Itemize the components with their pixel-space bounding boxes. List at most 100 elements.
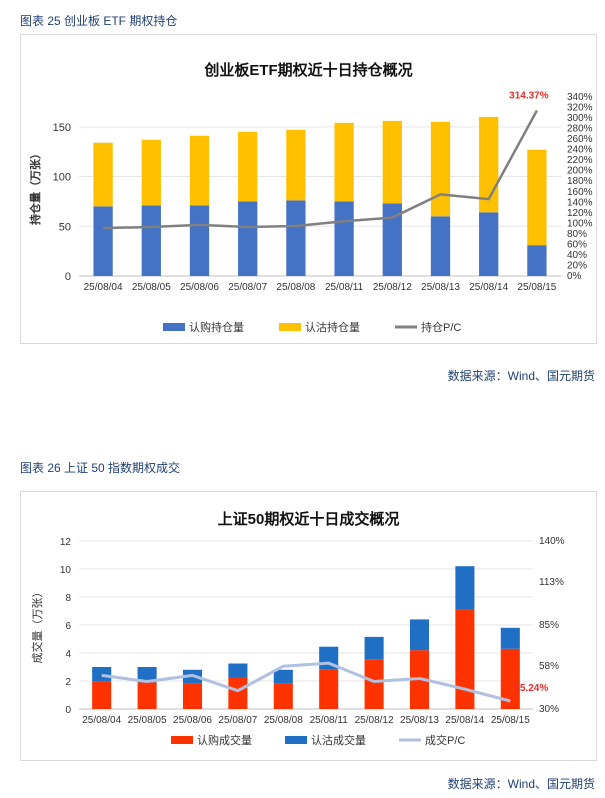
bar-call	[334, 201, 354, 276]
x-tick-label: 25/08/08	[276, 282, 315, 293]
chart-panel-2: 上证50期权近十日成交概况 0 2 4 6 8 10 12 30% 58% 85% 113% 140%…	[20, 491, 597, 761]
y2-tick-label: 85%	[539, 620, 559, 631]
y2-tick-label: 120%	[567, 208, 593, 219]
bar-put	[228, 663, 248, 678]
chart-2-svg: 0 2 4 6 8 10 12 30% 58% 85% 113% 140% 25/08/04 25/08/…	[30, 536, 565, 747]
figure-caption-25: 图表 25 创业板 ETF 期权持仓	[20, 14, 178, 28]
bar-call	[137, 682, 157, 709]
bar-call	[527, 245, 547, 276]
y-axis-label: 持仓量（万张）	[28, 148, 42, 225]
y2-tick-label: 200%	[567, 166, 593, 177]
legend-swatch-call	[171, 736, 193, 744]
bar-call	[455, 609, 475, 709]
y2-tick-label: 20%	[567, 260, 587, 271]
legend-swatch-put	[279, 323, 301, 331]
legend-swatch-put	[285, 736, 307, 744]
y2-tick-label: 260%	[567, 134, 593, 145]
x-tick-label: 25/08/12	[373, 282, 412, 293]
y2-tick-label: 58%	[539, 661, 559, 672]
chart-title-2: 上证50期权近十日成交概况	[217, 511, 400, 528]
x-tick-label: 25/08/08	[264, 715, 303, 726]
y-tick-label: 0	[65, 705, 71, 716]
bar-put	[238, 131, 258, 202]
bar-put	[527, 149, 547, 246]
y2-tick-label: 300%	[567, 113, 593, 124]
bar-put	[93, 142, 113, 207]
y-tick-label: 150	[53, 122, 71, 134]
x-tick-label: 25/08/14	[445, 715, 484, 726]
y-tick-label: 8	[65, 593, 71, 604]
y-tick-label: 12	[60, 537, 72, 548]
bar-call	[364, 659, 384, 709]
x-tick-label: 25/08/05	[132, 282, 171, 293]
bar-call	[500, 648, 520, 709]
y2-tick-label: 280%	[567, 124, 593, 135]
y2-tick-label: 220%	[567, 155, 593, 166]
y-tick-label: 6	[65, 621, 71, 632]
y2-tick-label: 240%	[567, 145, 593, 156]
x-tick-label: 25/08/07	[218, 715, 257, 726]
x-tick-label: 25/08/06	[173, 715, 212, 726]
y2-tick-label: 30%	[539, 704, 559, 715]
legend-label: 认沽持仓量	[305, 320, 360, 334]
bar-call	[93, 206, 113, 276]
chart-1-svg: 0 50 100 150 0%20%40%60%80%100%120%140%160%1…	[28, 90, 593, 334]
x-tick-label: 25/08/12	[355, 715, 394, 726]
bar-put	[189, 135, 210, 206]
bar-call	[238, 201, 258, 276]
y2-tick-label: 80%	[567, 229, 587, 240]
y-tick-label: 50	[59, 221, 71, 233]
x-tick-label: 25/08/05	[128, 715, 167, 726]
figure-caption-26: 图表 26 上证 50 指数期权成交	[20, 461, 181, 475]
bar-put	[141, 139, 161, 206]
bar-call	[141, 205, 161, 276]
x-tick-label: 25/08/04	[84, 282, 123, 293]
y2-tick-label: 100%	[567, 218, 593, 229]
x-tick-label: 25/08/11	[325, 282, 364, 293]
pc-ratio-line	[103, 109, 538, 230]
y-tick-label: 10	[60, 565, 72, 576]
y2-tick-label: 140%	[567, 197, 593, 208]
bar-put	[364, 636, 384, 660]
x-tick-label: 25/08/13	[400, 715, 439, 726]
bar-put	[92, 667, 112, 682]
legend-label: 认购成交量	[197, 733, 252, 747]
chart-title-1: 创业板ETF期权近十日持仓概况	[204, 62, 413, 79]
pc-annotation: 314.37%	[509, 90, 549, 101]
y-tick-label: 2	[65, 677, 71, 688]
source-note-2: 数据来源：Wind、国元期货	[447, 777, 595, 791]
y2-tick-label: 113%	[539, 577, 564, 588]
bar-put	[137, 667, 157, 683]
y2-tick-label: 0%	[567, 271, 582, 282]
bar-call	[382, 203, 402, 276]
y2-tick-label: 340%	[567, 92, 593, 103]
bar-put	[334, 122, 354, 202]
bar-call	[189, 205, 210, 276]
bar-put	[382, 120, 402, 204]
y-axis-label: 成交量（万张）	[30, 587, 44, 664]
bar-call	[430, 216, 451, 276]
legend-swatch-call	[163, 323, 185, 331]
bar-call	[273, 683, 293, 709]
x-tick-label: 25/08/11	[310, 715, 349, 726]
bar-call	[182, 683, 203, 709]
x-tick-label: 25/08/14	[469, 282, 508, 293]
y2-tick-label: 40%	[567, 250, 587, 261]
y-tick-label: 4	[65, 649, 71, 660]
x-tick-label: 25/08/15	[517, 282, 556, 293]
bar-call	[479, 212, 499, 276]
x-tick-label: 25/08/06	[180, 282, 219, 293]
y2-tick-label: 180%	[567, 176, 593, 187]
bar-put	[455, 566, 475, 610]
bar-put	[286, 129, 306, 201]
bar-call	[286, 200, 306, 276]
bar-put	[430, 121, 451, 217]
y2-tick-label: 60%	[567, 239, 587, 250]
x-tick-label: 25/08/13	[421, 282, 460, 293]
pc-annotation: 35.24%	[514, 683, 548, 694]
chart-panel-1: 创业板ETF期权近十日持仓概况 0 50 100 150 0% 20% 40% 60% 80% 1…	[20, 34, 597, 344]
y2-tick-label: 140%	[539, 536, 565, 547]
bar-put	[500, 627, 520, 649]
legend-label: 认沽成交量	[311, 733, 366, 747]
x-tick-label: 25/08/15	[491, 715, 530, 726]
